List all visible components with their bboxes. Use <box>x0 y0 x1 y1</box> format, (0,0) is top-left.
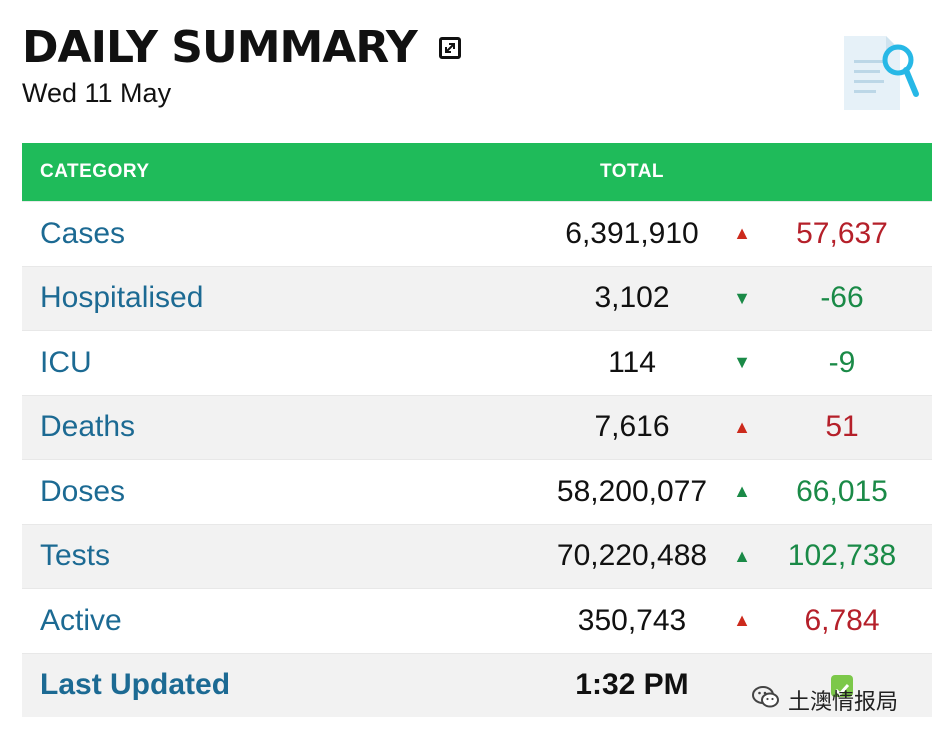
change-cell: 57,637 <box>796 216 888 250</box>
watermark-text: 土澳情报局 <box>788 689 899 714</box>
summary-date: Wed 11 May <box>22 78 172 108</box>
table-row-active: Active 350,743 ▲ 6,784 <box>22 588 932 653</box>
total-cell: 70,220,488 <box>556 539 708 573</box>
page-title: DAILY SUMMARY <box>22 22 418 73</box>
total-cell: 3,102 <box>594 281 670 315</box>
last-updated-label: Last Updated <box>40 668 231 702</box>
triangle-up-icon: ▲ <box>733 545 751 566</box>
change-cell: 6,784 <box>804 603 880 637</box>
expand-icon[interactable] <box>438 37 461 59</box>
watermark: 土澳情报局 <box>752 684 898 716</box>
table-row-last-updated: Last Updated 1:32 PM <box>22 652 932 717</box>
total-cell: 58,200,077 <box>556 474 708 508</box>
column-header-total: TOTAL <box>599 161 665 182</box>
table-row-hospitalised: Hospitalised 3,102 ▼ -66 <box>22 265 932 330</box>
category-cell[interactable]: ICU <box>40 345 92 379</box>
total-cell: 7,616 <box>594 410 670 444</box>
category-cell[interactable]: Active <box>40 603 122 637</box>
table-row-icu: ICU 114 ▼ -9 <box>22 330 932 395</box>
table-row-deaths: Deaths 7,616 ▲ 51 <box>22 394 932 459</box>
table-row-doses: Doses 58,200,077 ▲ 66,015 <box>22 459 932 524</box>
wechat-icon <box>752 685 780 715</box>
table-row-tests: Tests 70,220,488 ▲ 102,738 <box>22 523 932 588</box>
document-search-icon <box>838 30 922 119</box>
category-cell[interactable]: Hospitalised <box>40 281 204 315</box>
triangle-down-icon: ▼ <box>733 287 751 308</box>
summary-header: DAILY SUMMARY Wed 11 May <box>22 22 461 109</box>
table-header: CATEGORY TOTAL <box>22 143 932 201</box>
triangle-down-icon: ▼ <box>733 352 751 373</box>
change-cell: 51 <box>825 410 859 444</box>
change-cell: -66 <box>820 281 864 315</box>
category-cell[interactable]: Tests <box>40 539 111 573</box>
triangle-up-icon: ▲ <box>733 481 751 502</box>
triangle-up-icon: ▲ <box>733 610 751 631</box>
category-cell[interactable]: Doses <box>40 474 126 508</box>
category-cell[interactable]: Cases <box>40 216 126 250</box>
total-cell: 6,391,910 <box>565 216 699 250</box>
check-icon <box>831 675 853 698</box>
category-cell[interactable]: Deaths <box>40 410 136 444</box>
change-cell: -9 <box>828 345 856 379</box>
change-cell: 66,015 <box>796 474 888 508</box>
check-cell <box>768 668 916 702</box>
title-row: DAILY SUMMARY <box>22 22 461 74</box>
column-header-category: CATEGORY <box>40 161 150 182</box>
total-cell: 114 <box>608 345 656 379</box>
change-cell: 102,738 <box>787 539 897 573</box>
table-row-cases: Cases 6,391,910 ▲ 57,637 <box>22 201 932 266</box>
summary-table: CATEGORY TOTAL Cases 6,391,910 ▲ 57,637 … <box>22 143 932 717</box>
triangle-up-icon: ▲ <box>733 416 751 437</box>
last-updated-value: 1:32 PM <box>575 668 689 702</box>
triangle-up-icon: ▲ <box>733 223 751 244</box>
total-cell: 350,743 <box>577 603 687 637</box>
